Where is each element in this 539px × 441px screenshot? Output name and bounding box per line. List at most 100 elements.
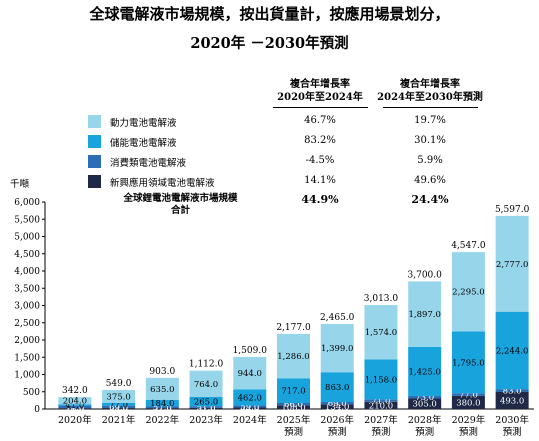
bar-segment (495, 389, 529, 392)
bar-segment (408, 398, 442, 409)
bar-total-label: 2,465.0 (320, 313, 355, 323)
bar-segment-label: 57.0 (153, 403, 172, 413)
bar-segment (189, 406, 223, 408)
bar-segment-label: 265.0 (194, 398, 218, 408)
y-axis-unit-label: 千噸 (10, 179, 30, 190)
bar-segment (189, 370, 223, 397)
bar-segment-label: 83.0 (503, 387, 522, 397)
x-tick-label: 2027年 (364, 414, 398, 426)
legend-label-storage: 儲能電池電解液 (110, 138, 177, 149)
x-tick-label: 預測 (415, 426, 434, 438)
x-tick-label: 2022年 (145, 414, 179, 426)
bar-segment-label: 69.0 (109, 403, 128, 413)
y-tick-label: 500 (23, 388, 40, 398)
cagr-consumer-2024-2030: 5.9% (417, 155, 443, 166)
total-row-label-line1: 全球鋰電池電解液市場規模 (123, 193, 238, 204)
legend-row-power: 動力電池電解液 46.7% 19.7% (88, 112, 508, 132)
bar-total-label: 1,509.0 (233, 346, 268, 356)
bar-segment-label: 380.0 (456, 398, 480, 408)
cagr-consumer-2020-2024: -4.5% (305, 155, 335, 166)
bar-segment (364, 399, 398, 402)
y-tick-label: 4,500 (14, 250, 40, 260)
bar-segment (145, 377, 179, 400)
bar-total-label: 4,547.0 (451, 241, 486, 251)
bar-segment-label: 2,295.0 (452, 288, 484, 298)
legend-row-storage: 儲能電池電解液 83.2% 30.1% (88, 132, 508, 152)
bar-segment-label: 184.0 (150, 399, 174, 409)
x-tick-label: 預測 (459, 426, 478, 438)
total-row: 全球鋰電池電解液市場規模 合計 44.9% 24.4% (88, 193, 508, 223)
bar-segment (145, 406, 179, 409)
legend-label-emerging: 新興應用領域電池電解液 (110, 178, 215, 189)
cagr-storage-2020-2024: 83.2% (304, 135, 336, 146)
x-tick-label: 預測 (371, 426, 390, 438)
bar-segment (364, 305, 398, 360)
chart-title-line1: 全球電解液市場規模，按出貨量計，按應用場景划分， (89, 5, 450, 23)
bar-segment (495, 391, 529, 409)
bar-segment-label: 32.0 (197, 404, 216, 414)
bar-segment (58, 405, 92, 409)
bar-segment-label: 77.0 (109, 400, 128, 410)
bar-segment (451, 393, 485, 396)
bar-segment (102, 390, 136, 403)
bar-segment-label: 71.0 (371, 397, 390, 407)
bar-segment (233, 405, 267, 408)
legend-row-emerging: 新興應用領域電池電解液 14.1% 49.6% (88, 172, 508, 192)
bar-segment (102, 402, 136, 406)
y-tick-label: 6,000 (14, 198, 40, 208)
legend-swatch-consumer (88, 155, 101, 168)
x-tick-label: 2024年 (233, 414, 267, 426)
bar-segment (364, 359, 398, 400)
bar-segment (451, 252, 485, 332)
legend-swatch-emerging (88, 175, 101, 188)
bar-segment (277, 405, 310, 409)
bar-segment (408, 346, 442, 396)
bar-segment-label: 462.0 (238, 393, 262, 403)
bar-segment (451, 395, 485, 409)
bar-segment (495, 215, 529, 312)
bar-segment-label: 1,399.0 (321, 344, 353, 354)
x-tick-label: 2021年 (102, 414, 136, 426)
cagr-header-underline-2 (383, 107, 478, 108)
bar-segment (233, 356, 267, 390)
cagr-emerging-2020-2024: 14.1% (304, 175, 336, 186)
bar-segment-label: 717.0 (281, 387, 305, 397)
bar-segment (58, 404, 92, 406)
bar-segment (495, 311, 529, 390)
bar-segment (277, 402, 310, 406)
bar-segment-label: 493.0 (500, 396, 524, 406)
bar-segment (320, 323, 354, 373)
y-tick-label: 3,500 (14, 284, 40, 294)
bar-total-label: 1,112.0 (189, 360, 224, 370)
bar-segment-label: 1,574.0 (365, 328, 397, 338)
cagr-header-2020-2024-line2: 2020年至2024年 (277, 92, 363, 103)
bar-segment-label: 77.0 (459, 391, 478, 401)
bar-segment-label: 635.0 (150, 385, 174, 395)
y-tick-label: 1,500 (14, 353, 40, 363)
bar-segment-label: 59.0 (240, 402, 259, 412)
bar-total-label: 2,177.0 (276, 323, 311, 333)
bar-segment (189, 396, 223, 407)
bar-segment-label: 764.0 (194, 380, 218, 390)
bar-segment (102, 408, 136, 409)
bar-segment (189, 407, 223, 409)
bar-segment (408, 395, 442, 399)
bar-total-label: 3,700.0 (408, 270, 443, 280)
cagr-header-2024-2030-line1: 複合年增長率 (400, 79, 460, 90)
bar-total-label: 903.0 (149, 367, 175, 377)
cagr-power-2020-2024: 46.7% (304, 115, 336, 126)
bar-segment-label: 66.0 (284, 400, 303, 410)
bar-segment-label: 134.0 (325, 403, 349, 413)
bar-segment-label: 1,425.0 (408, 367, 440, 377)
bar-segment-label: 44.0 (240, 404, 259, 414)
bar-segment-label: 28.0 (109, 405, 128, 415)
bar-segment (233, 389, 267, 406)
bar-segment-label: 2,244.0 (496, 346, 528, 356)
bar-segment-label: 1,158.0 (365, 375, 397, 385)
legend-row-consumer: 消費類電池電解液 -4.5% 5.9% (88, 152, 508, 172)
bar-segment-label: 305.0 (413, 400, 437, 410)
legend-swatch-storage (88, 135, 101, 148)
bar-segment (451, 331, 485, 394)
y-tick-label: 1,000 (14, 371, 40, 381)
